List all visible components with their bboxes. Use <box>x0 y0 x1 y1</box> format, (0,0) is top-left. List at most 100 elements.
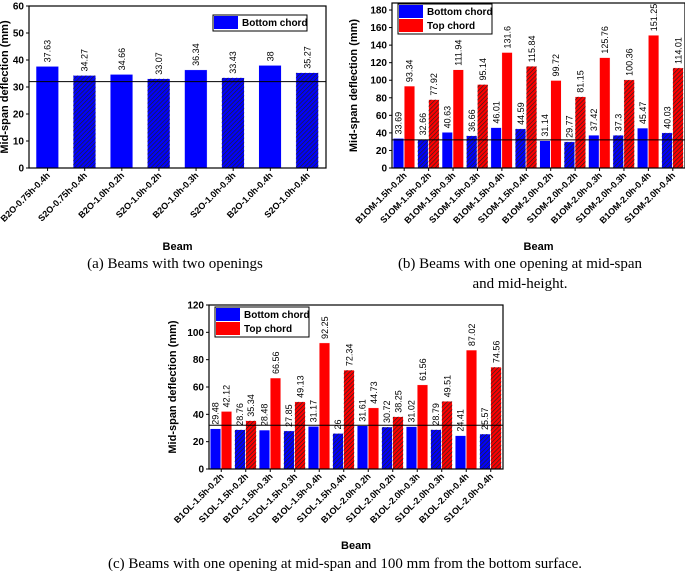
data-label: 66.56 <box>271 352 281 375</box>
bar-hatch <box>234 429 246 469</box>
bar-hatch <box>477 84 488 168</box>
data-label: 37.3 <box>613 114 623 132</box>
bar-hatch <box>515 128 526 168</box>
y-tick-label: 10 <box>13 137 25 148</box>
data-label: 38 <box>265 51 275 61</box>
legend-label: Bottom chord <box>427 7 493 18</box>
y-tick-label: 120 <box>370 58 387 69</box>
legend-label: Top chord <box>427 21 475 32</box>
data-label: 28.79 <box>431 403 441 426</box>
data-label: 49.13 <box>295 375 305 398</box>
x-axis-title: Beam <box>524 241 554 253</box>
caption: (a) Beams with two openings <box>87 256 263 272</box>
data-label: 46.01 <box>491 101 501 124</box>
legend-swatch <box>216 308 240 321</box>
y-tick-label: 180 <box>370 6 387 17</box>
legend: Bottom chord Top chord <box>214 306 310 338</box>
bar <box>357 425 368 470</box>
bar-hatch <box>526 66 537 168</box>
bar <box>417 384 428 470</box>
data-label: 33.43 <box>228 51 238 74</box>
y-tick-label: 140 <box>370 41 387 52</box>
y-tick-label: 80 <box>376 93 388 104</box>
bar <box>406 426 417 470</box>
y-tick-label: 60 <box>13 2 25 13</box>
bar <box>393 138 404 169</box>
bar-hatch <box>245 420 257 469</box>
data-label: 33.69 <box>394 112 404 135</box>
bar-hatch <box>466 135 477 168</box>
data-label: 114.01 <box>673 37 683 64</box>
y-tick-label: 0 <box>198 465 204 476</box>
bar-hatch <box>294 401 306 469</box>
y-tick-label: 20 <box>13 110 25 121</box>
data-label: 151.25 <box>649 4 659 32</box>
data-label: 29.48 <box>211 402 221 425</box>
bar <box>501 52 513 169</box>
y-tick-label: 100 <box>370 76 387 87</box>
y-tick-label: 40 <box>193 410 205 421</box>
bar <box>259 429 270 470</box>
bar-hatch <box>221 77 245 168</box>
data-label: 31.02 <box>407 400 417 423</box>
data-label: 31.61 <box>358 399 368 422</box>
bar <box>308 426 319 470</box>
y-tick-label: 60 <box>376 111 388 122</box>
data-label: 92.25 <box>320 316 330 339</box>
legend-swatch <box>399 5 423 18</box>
data-label: 27.85 <box>284 404 294 427</box>
bar <box>184 69 208 169</box>
data-label: 40.03 <box>662 106 672 129</box>
y-axis-title: Mid-span deflection (mm) <box>167 320 179 454</box>
y-axis-title: Mid-span deflection (mm) <box>348 19 360 153</box>
legend: Bottom chord <box>212 14 308 32</box>
legend-swatch <box>216 322 240 335</box>
bar-hatch <box>575 96 586 168</box>
bar <box>110 74 134 169</box>
bar <box>550 80 562 169</box>
y-tick-label: 60 <box>193 383 205 394</box>
bar <box>539 140 551 169</box>
data-label: 45.47 <box>638 102 648 125</box>
bar-hatch <box>479 434 491 469</box>
bar-hatch <box>73 75 96 168</box>
data-label: 99.72 <box>551 54 561 77</box>
caption: and mid-height. <box>473 276 568 292</box>
bar-hatch <box>623 79 635 168</box>
y-tick-label: 20 <box>376 146 388 157</box>
bar <box>455 435 466 470</box>
data-label: 33.07 <box>154 52 164 75</box>
bar <box>270 377 281 470</box>
data-label: 61.56 <box>418 358 428 381</box>
bar-hatch <box>381 427 393 469</box>
y-tick-label: 160 <box>370 23 387 34</box>
bar-hatch <box>441 401 453 469</box>
data-label: 24.41 <box>456 409 466 432</box>
bar <box>221 411 232 470</box>
bar-hatch <box>147 78 170 168</box>
x-axis-title: Beam <box>341 540 371 552</box>
legend-label: Top chord <box>244 324 292 335</box>
data-label: 131.6 <box>502 26 512 49</box>
bar <box>648 35 660 169</box>
chart-b: 33.6993.34B1OM-1.5h-0.2h32.6677.92S1OM-1… <box>348 2 685 292</box>
y-tick-label: 100 <box>187 328 204 339</box>
y-axis-title: Mid-span deflection (mm) <box>0 20 11 154</box>
y-tick-label: 40 <box>376 128 388 139</box>
plot-frame <box>391 2 685 169</box>
y-tick-label: 40 <box>13 56 25 67</box>
x-axis-title: Beam <box>163 241 193 253</box>
data-label: 34.66 <box>117 48 127 71</box>
data-label: 31.17 <box>309 400 319 423</box>
data-label: 111.94 <box>454 40 464 66</box>
data-label: 26 <box>333 419 343 429</box>
bar-hatch <box>417 139 429 168</box>
data-label: 95.14 <box>478 58 488 81</box>
bar-hatch <box>283 430 295 469</box>
bar <box>404 85 415 169</box>
bar-hatch <box>430 429 442 469</box>
data-label: 40.63 <box>443 106 453 129</box>
data-label: 93.34 <box>405 60 415 83</box>
